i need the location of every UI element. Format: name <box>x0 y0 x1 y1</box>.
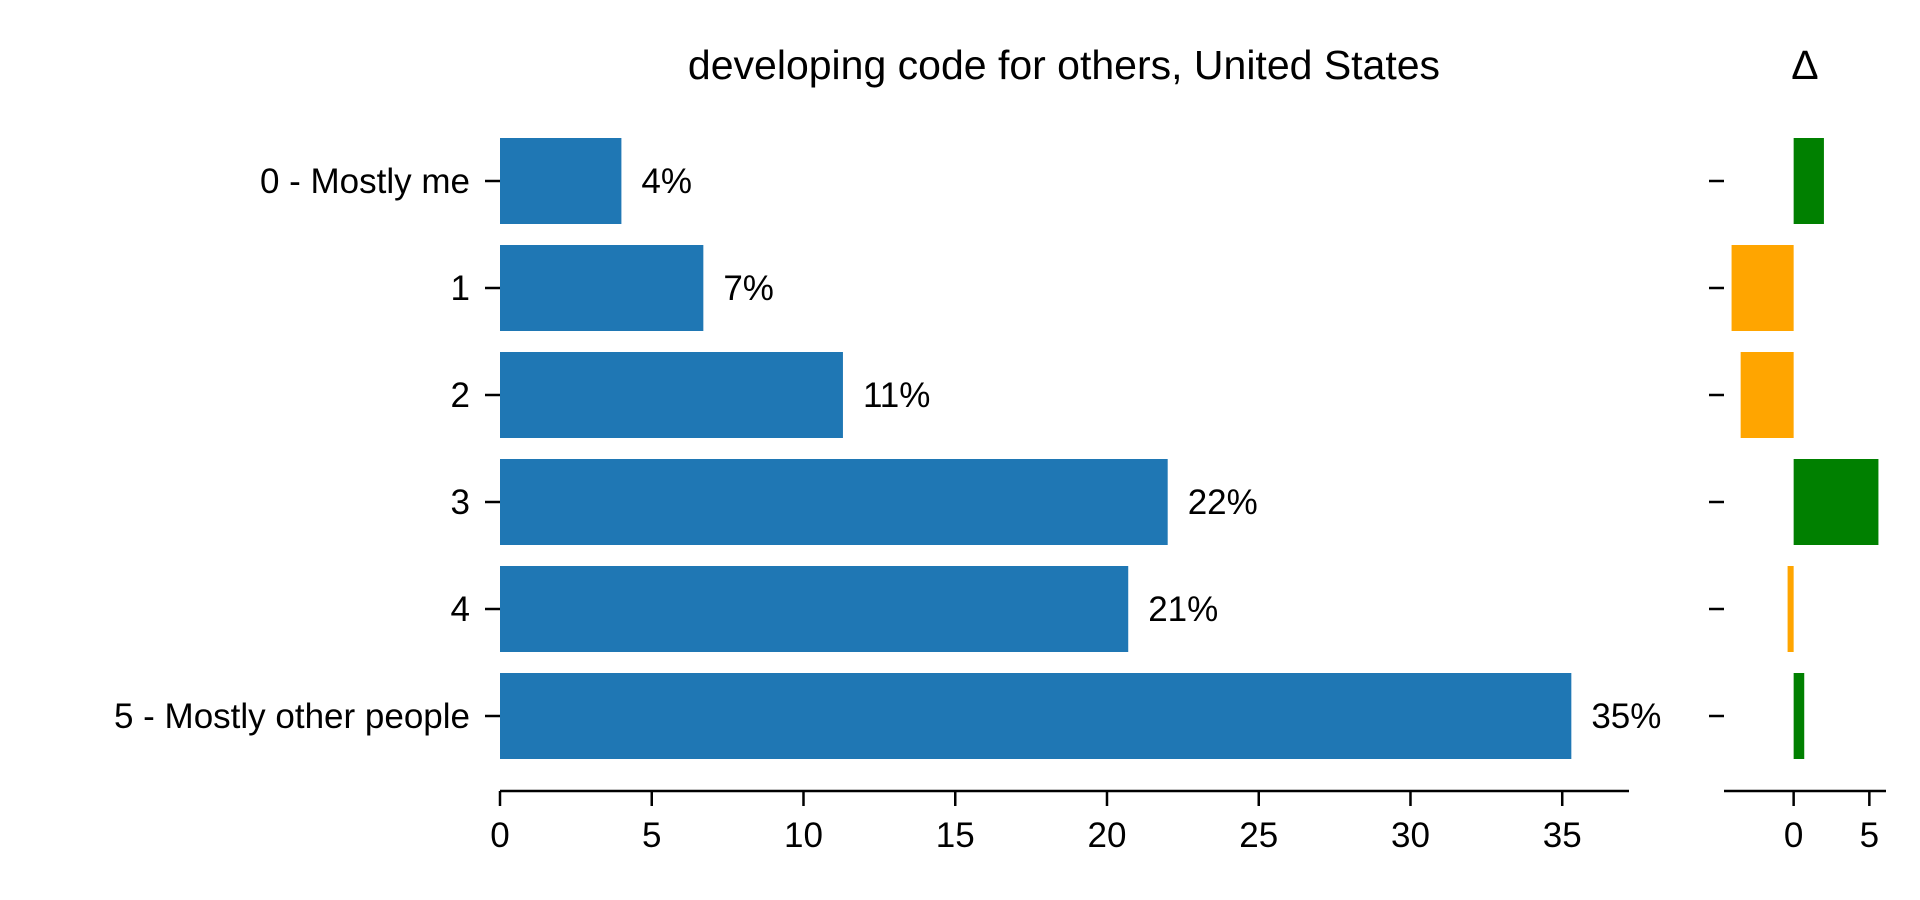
main-bar-value-label: 11% <box>863 376 930 415</box>
main-bar <box>500 352 843 438</box>
main-x-tick-label: 5 <box>642 816 661 855</box>
category-label: 0 - Mostly me <box>260 162 470 201</box>
category-label: 4 <box>451 590 470 629</box>
delta-bar <box>1793 459 1879 545</box>
delta-x-tick-label: 0 <box>1784 816 1803 855</box>
main-bar-value-label: 21% <box>1148 590 1218 629</box>
delta-chart-title: Δ <box>1791 42 1818 88</box>
main-chart-title: developing code for others, United State… <box>688 42 1440 88</box>
main-bar-value-label: 7% <box>723 269 774 308</box>
category-label: 3 <box>451 483 470 522</box>
main-x-tick-label: 25 <box>1239 816 1278 855</box>
delta-bar <box>1731 245 1794 331</box>
main-bar <box>500 673 1572 759</box>
main-x-tick-label: 30 <box>1391 816 1430 855</box>
main-x-tick-label: 0 <box>490 816 509 855</box>
main-bar <box>500 245 704 331</box>
delta-bar <box>1740 352 1794 438</box>
category-label: 2 <box>451 376 470 415</box>
main-bar-value-label: 22% <box>1188 483 1258 522</box>
delta-bar <box>1793 673 1805 759</box>
delta-x-tick-label: 5 <box>1860 816 1879 855</box>
main-bar-value-label: 35% <box>1591 697 1661 736</box>
main-bar-plot: 4% 0 - Mostly me 7% 1 11% 2 22% 3 21% 4 35% 5 - Mos… <box>114 138 1661 855</box>
category-label: 1 <box>451 269 470 308</box>
main-x-tick-label: 10 <box>784 816 823 855</box>
main-x-tick-label: 35 <box>1543 816 1582 855</box>
main-x-tick-label: 20 <box>1088 816 1127 855</box>
main-bar-value-label: 4% <box>641 162 692 201</box>
main-bar <box>500 459 1168 545</box>
category-label: 5 - Mostly other people <box>114 697 470 736</box>
delta-bar <box>1793 138 1824 224</box>
main-bar <box>500 566 1129 652</box>
main-x-tick-label: 15 <box>936 816 975 855</box>
main-bar <box>500 138 622 224</box>
delta-bar <box>1787 566 1794 652</box>
